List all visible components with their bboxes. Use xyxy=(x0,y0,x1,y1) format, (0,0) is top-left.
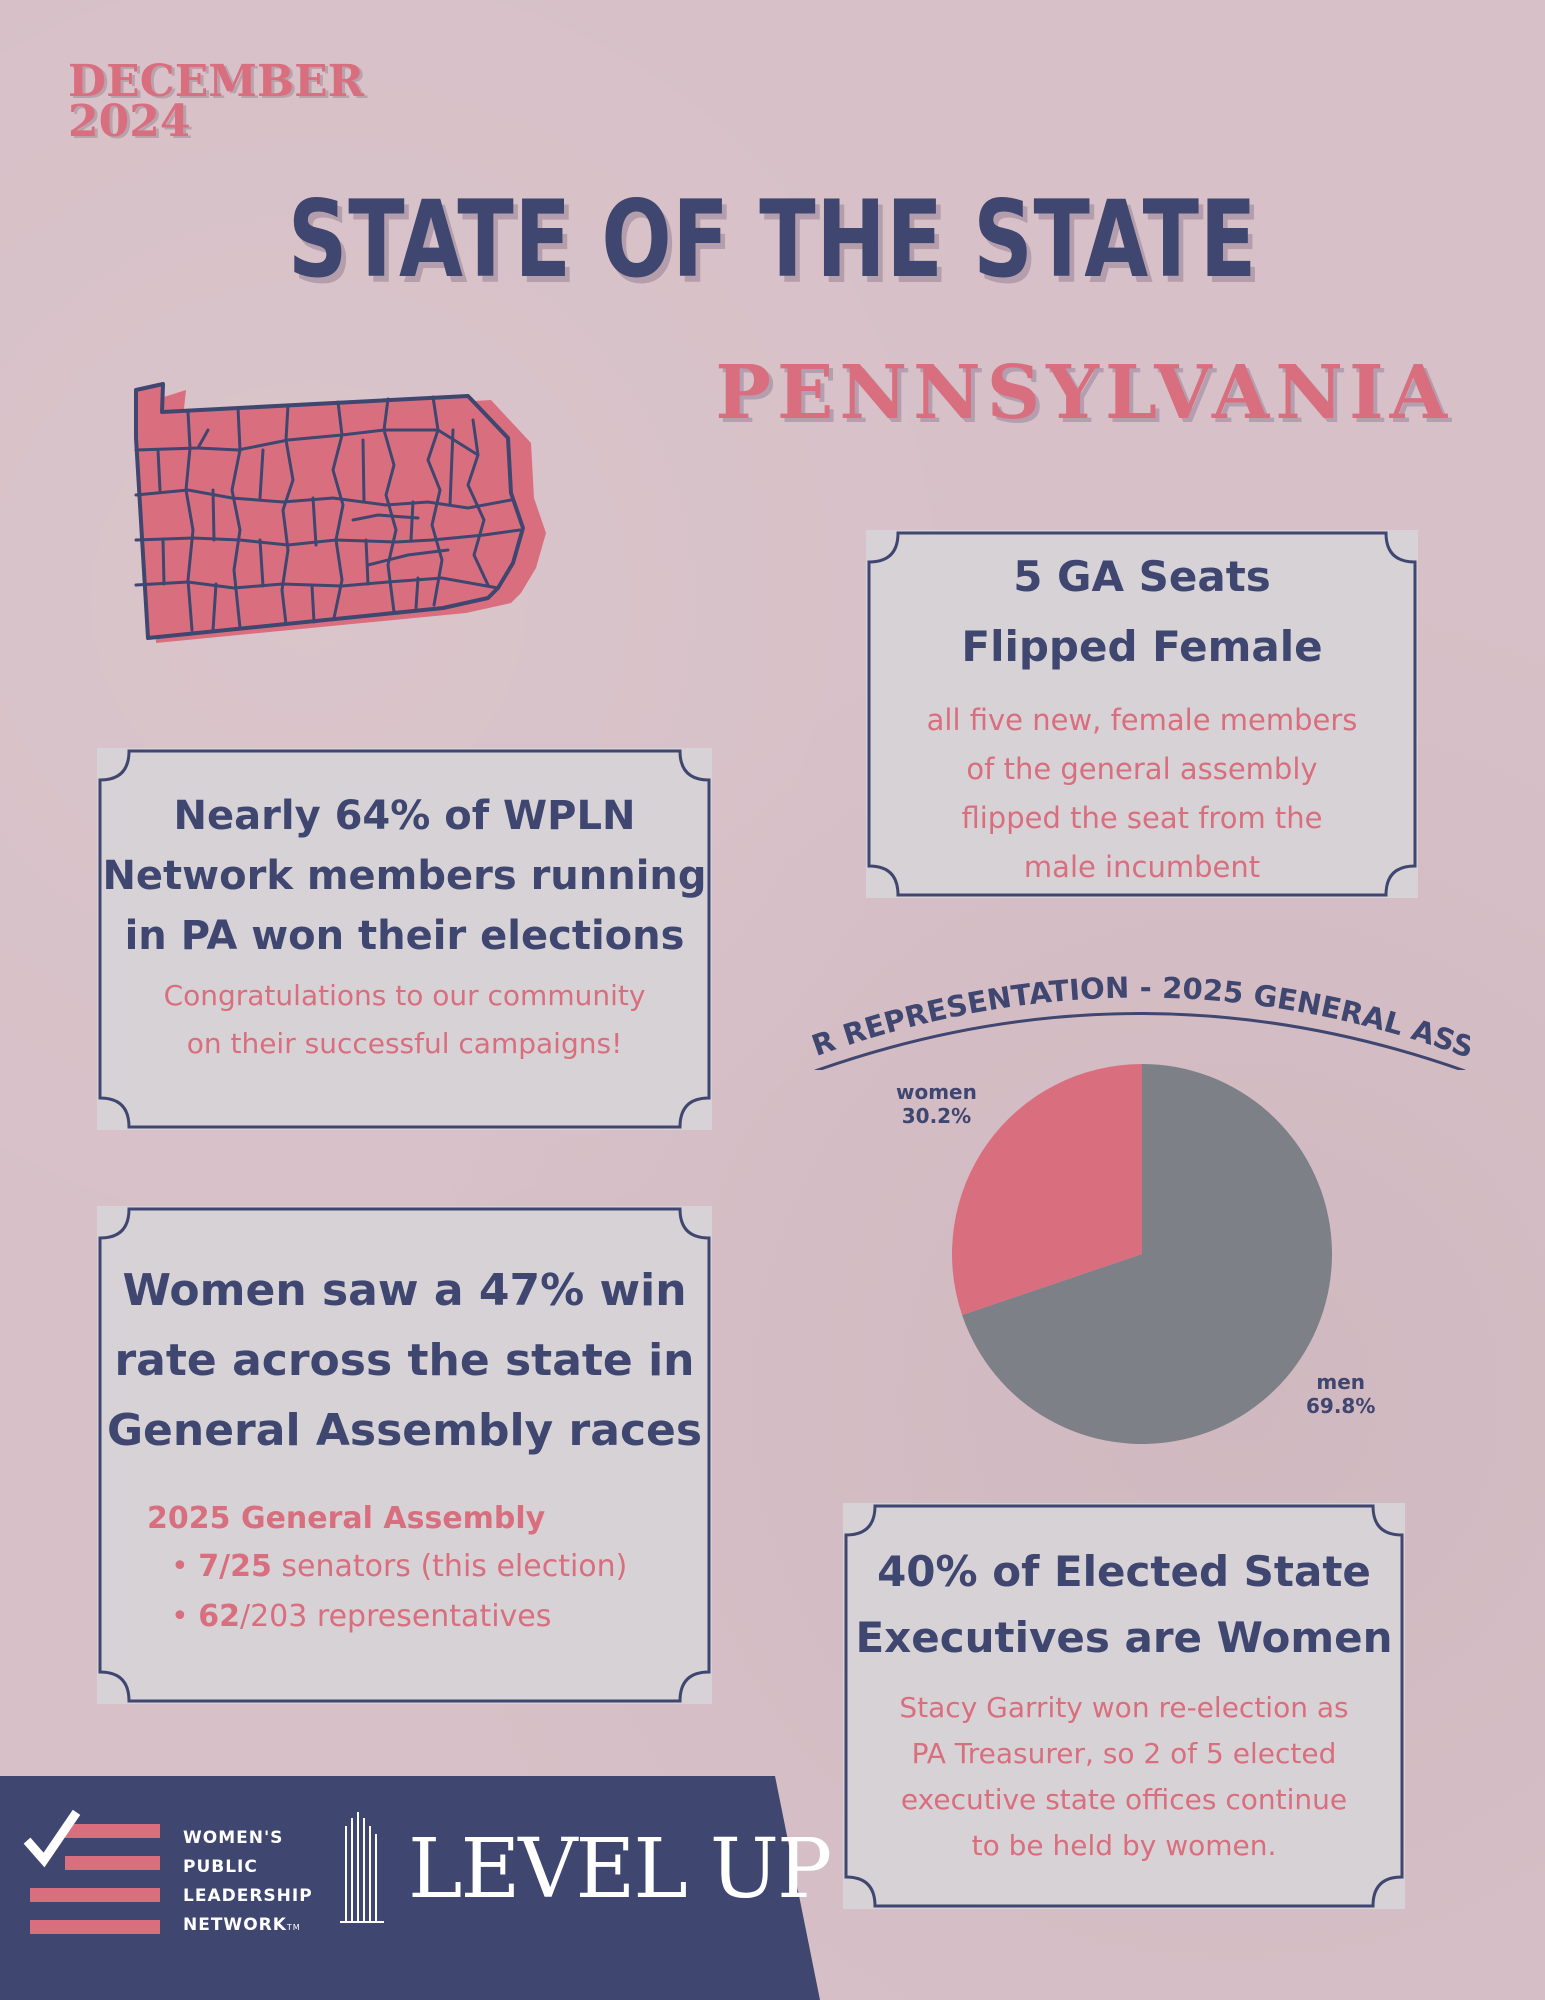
card-frame xyxy=(98,1207,711,1703)
wpln-logo-text: WOMEN'S PUBLIC LEADERSHIP NETWORKTM xyxy=(183,1824,313,1942)
winrate-heading-line: Women saw a 47% win xyxy=(122,1265,687,1316)
exec-body-line: PA Treasurer, so 2 of 5 elected xyxy=(911,1737,1337,1770)
flipped-body-line: all five new, female members xyxy=(926,703,1358,737)
flipped-body-line: of the general assembly xyxy=(966,752,1318,786)
trademark: TM xyxy=(286,1923,301,1932)
pie-label-men: men 69.8% xyxy=(1306,1370,1375,1418)
winrate-heading-line: General Assembly races xyxy=(106,1405,703,1456)
card-frame xyxy=(98,749,711,1129)
network-results-card: Nearly 64% of WPLN Network members runni… xyxy=(97,748,712,1130)
list-title: 2025 General Assembly xyxy=(147,1501,546,1536)
win-rate-card: Women saw a 47% win rate across the stat… xyxy=(97,1206,712,1704)
pie-slice-women xyxy=(952,1064,1142,1315)
network-body-line: on their successful campaigns! xyxy=(186,1027,623,1060)
exec-body-line: executive state offices continue xyxy=(900,1783,1348,1816)
network-heading-line: in PA won their elections xyxy=(124,913,685,959)
page-title: STATE OF THE STATE xyxy=(287,178,1258,301)
flipped-body-line: flipped the seat from the xyxy=(961,801,1323,835)
pie-label-women-name: women xyxy=(896,1080,977,1104)
exec-body-line: Stacy Garrity won re-election as xyxy=(899,1691,1349,1724)
winrate-heading-line: rate across the state in xyxy=(114,1335,695,1386)
org-line: NETWORKTM xyxy=(183,1915,301,1935)
state-name: PENNSYLVANIA xyxy=(715,350,1453,436)
org-line: LEADERSHIP xyxy=(183,1886,313,1906)
card-frame xyxy=(867,531,1417,897)
flipped-body-line: male incumbent xyxy=(1023,850,1261,884)
footer-banner xyxy=(0,1776,820,2000)
flipped-seats-card: 5 GA Seats Flipped Female all five new, … xyxy=(866,530,1418,898)
org-line: PUBLIC xyxy=(183,1857,258,1877)
chart-title: GENDER REPRESENTATION - 2025 GENERAL ASS… xyxy=(810,960,1470,1070)
date-month: DECEMBER xyxy=(68,56,365,107)
network-body-line: Congratulations to our community xyxy=(163,979,646,1012)
exec-body-line: to be held by women. xyxy=(971,1829,1277,1862)
list-item: • 62/203 representatives xyxy=(171,1599,552,1634)
gender-pie-chart xyxy=(952,1064,1332,1444)
pie-label-men-name: men xyxy=(1316,1370,1366,1394)
org-line: WOMEN'S xyxy=(183,1828,284,1848)
exec-heading-line: 40% of Elected State xyxy=(877,1547,1371,1596)
flipped-heading-line: 5 GA Seats xyxy=(1013,552,1271,601)
levelup-building-icon xyxy=(340,1812,384,1923)
pie-label-women-value: 30.2% xyxy=(901,1104,972,1128)
flipped-heading-line: Flipped Female xyxy=(961,622,1323,671)
pie-slice-men xyxy=(962,1064,1332,1444)
card-frame xyxy=(844,1504,1404,1908)
date-year: 2024 xyxy=(68,96,191,147)
wpln-logo-icon xyxy=(23,1809,160,1934)
pie-label-women: women 30.2% xyxy=(896,1080,977,1128)
levelup-wordmark: LEVEL UP xyxy=(408,1822,832,1917)
pie-label-men-value: 69.8% xyxy=(1306,1394,1376,1418)
network-heading-line: Network members running xyxy=(102,853,707,899)
exec-heading-line: Executives are Women xyxy=(855,1613,1393,1662)
list-item-bold: 62 xyxy=(198,1599,240,1634)
network-heading-line: Nearly 64% of WPLN xyxy=(173,793,636,839)
pennsylvania-map xyxy=(134,382,546,643)
state-executives-card: 40% of Elected State Executives are Wome… xyxy=(843,1503,1405,1909)
date: DECEMBER 2024 xyxy=(68,56,365,147)
list-item: • 7/25 senators (this election) xyxy=(171,1549,628,1584)
list-item-bold: 7/25 xyxy=(198,1549,272,1584)
list-item-text: /203 representatives xyxy=(239,1599,552,1634)
list-item-text: senators (this election) xyxy=(271,1549,628,1584)
